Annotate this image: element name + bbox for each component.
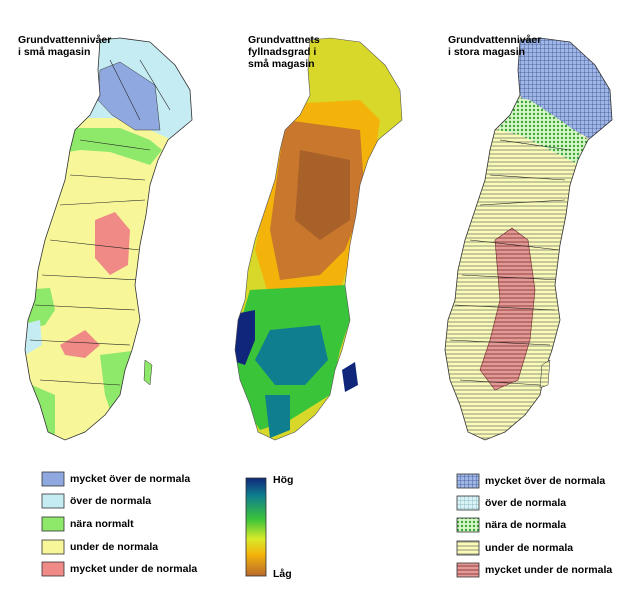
legend-left-swatch: [41, 471, 65, 487]
legend-right-label: mycket under de normala: [485, 564, 613, 576]
legend-right-swatches: [456, 473, 480, 578]
legend-left-label: under de normala: [70, 541, 159, 553]
legend-right-swatch: [456, 562, 480, 578]
legend-left-swatch: [41, 516, 65, 532]
legend-right-label: mycket över de normala: [485, 475, 606, 487]
legend-right-swatch: [456, 517, 480, 533]
legend-left-label: nära normalt: [70, 518, 134, 530]
panel-title-small-reservoirs: Grundvattennivåer i små magasin: [18, 34, 112, 58]
legend-left-label: mycket över de normala: [70, 473, 191, 485]
legend-left-label: mycket under de normala: [70, 563, 198, 575]
scale-high-label: Hög: [273, 474, 294, 486]
legend-right-swatch: [456, 540, 480, 556]
legend-right-swatch: [456, 495, 480, 511]
legend-left-label: över de normala: [70, 495, 152, 507]
panel-title-large-reservoirs: Grundvattennivåer i stora magasin: [448, 34, 542, 58]
map-large-reservoirs: [444, 37, 613, 441]
legend-right-swatch: [456, 473, 480, 489]
legend-right-label: över de normala: [485, 497, 567, 509]
legend-left-swatch: [41, 493, 65, 509]
color-scale-bar: [245, 477, 267, 577]
map-small-reservoirs: [24, 37, 193, 441]
legend-left-swatch: [41, 561, 65, 577]
legend-right-label: nära de normala: [485, 519, 567, 531]
legend-left-swatches: [41, 471, 65, 577]
legend-left-swatch: [41, 539, 65, 555]
legend-right-label: under de normala: [485, 542, 574, 554]
scale-low-label: Låg: [273, 568, 292, 580]
map-fill-degree: [234, 37, 403, 441]
panel-title-fill-degree: Grundvattnets fyllnadsgrad i små magasin: [248, 34, 320, 70]
